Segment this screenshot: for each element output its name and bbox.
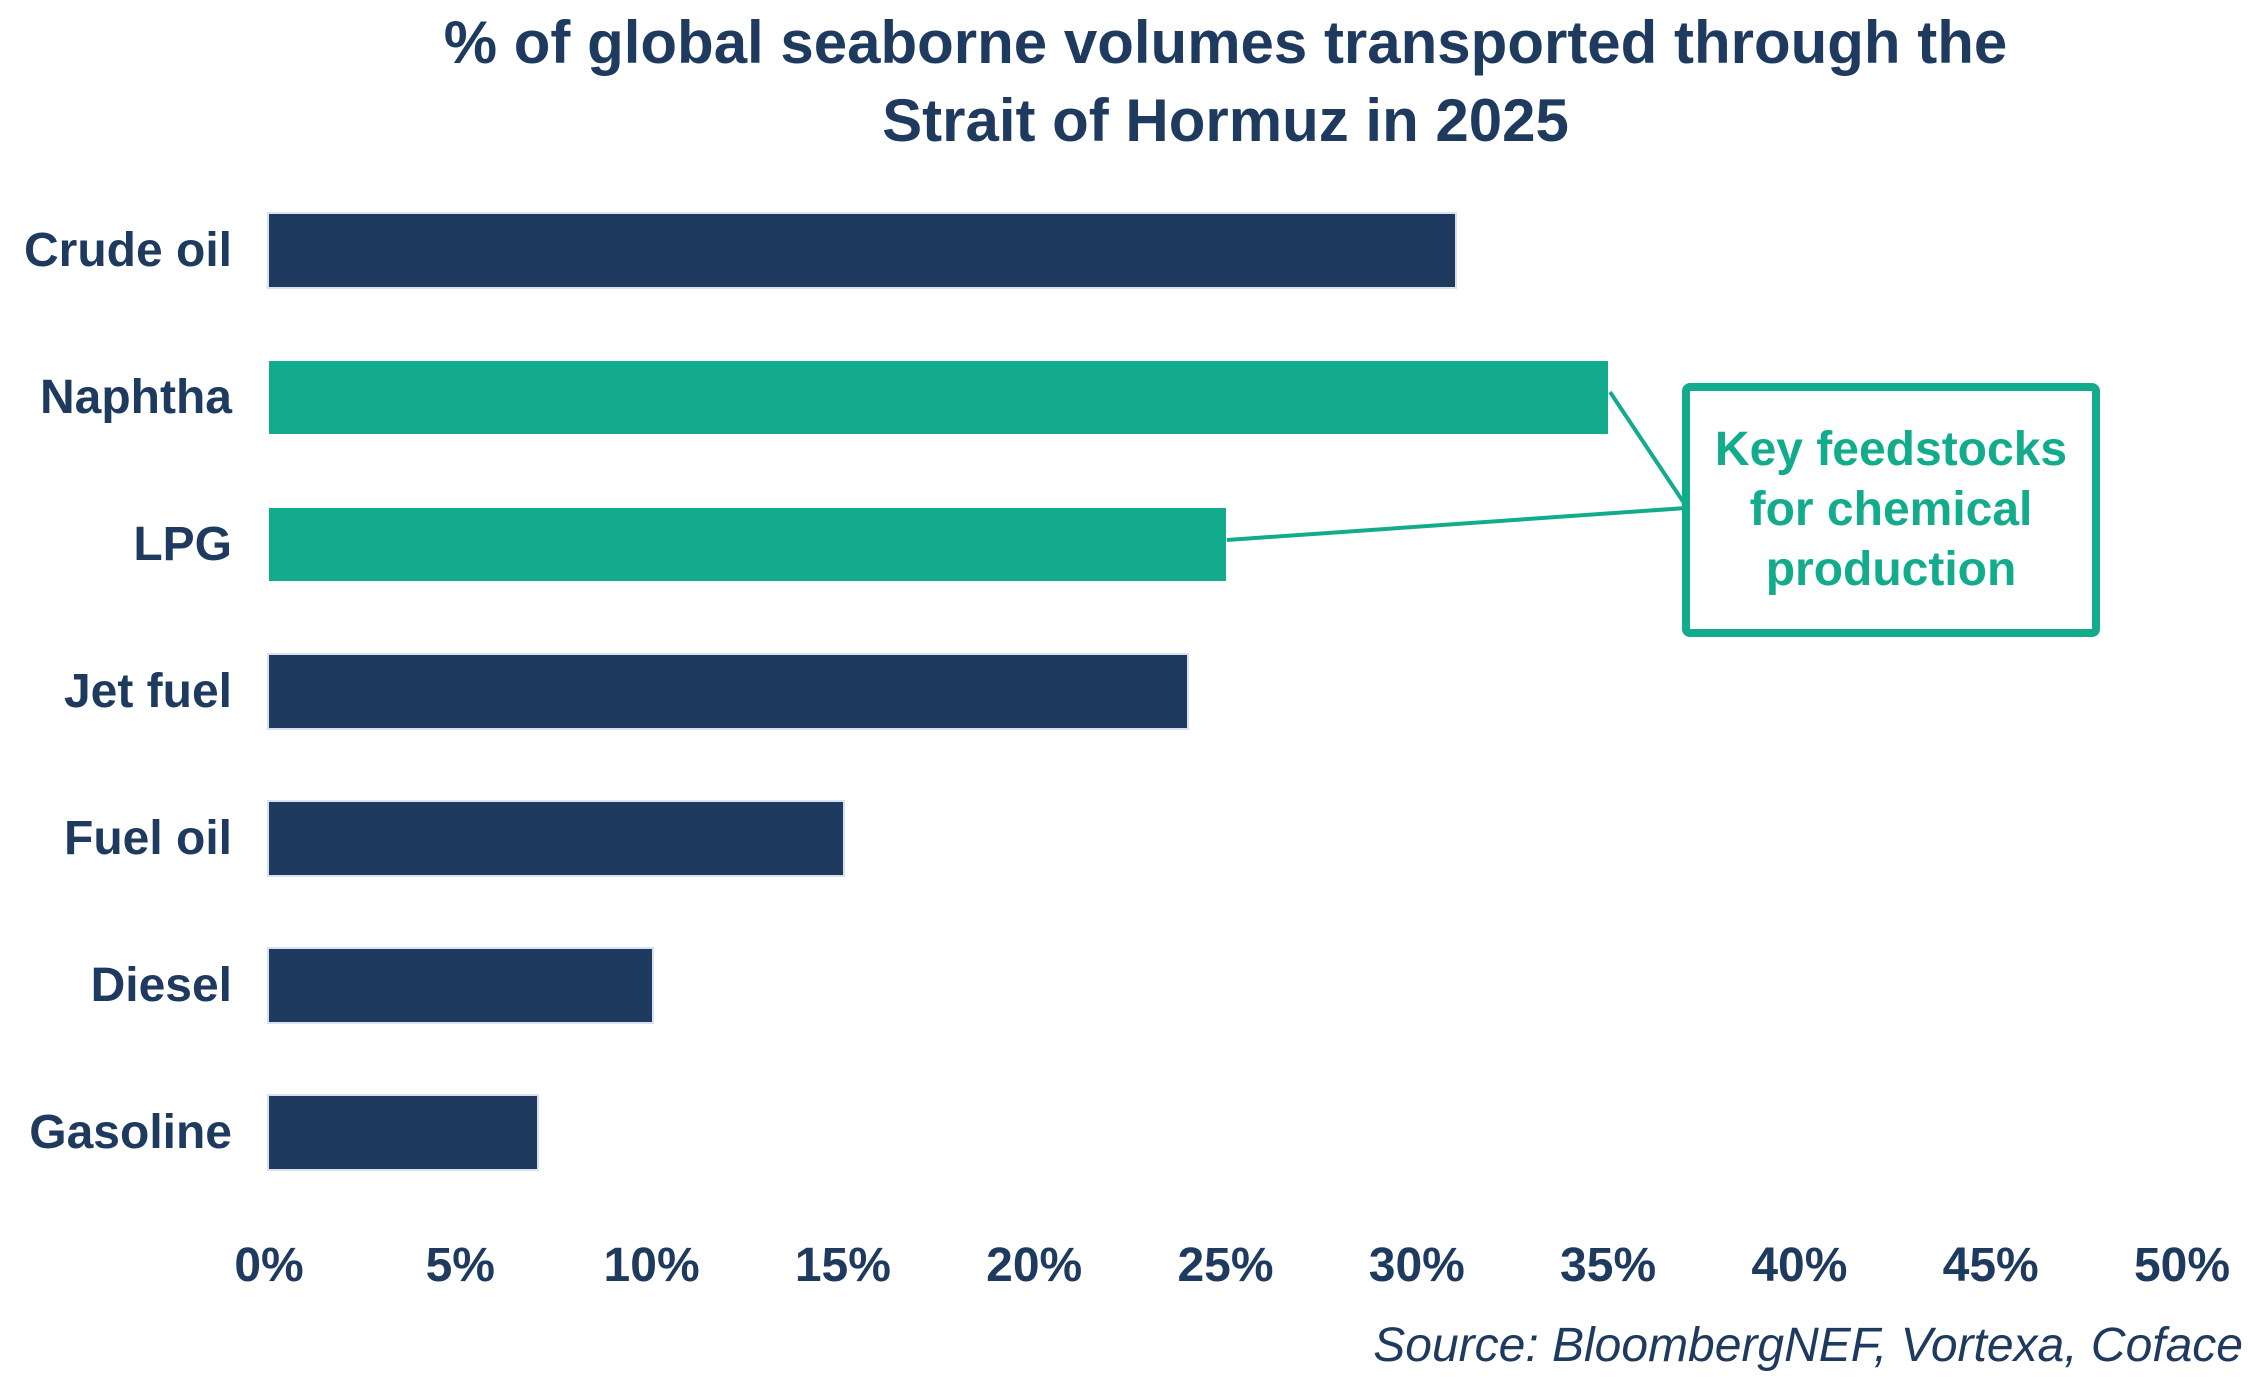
x-axis-tick-label: 40%: [1751, 1239, 1848, 1292]
bar-track: [269, 949, 2182, 1022]
x-axis-tick-label: 45%: [1942, 1239, 2039, 1292]
category-label: LPG: [133, 518, 232, 571]
bar-jet-fuel: [269, 655, 1188, 728]
bar-crude-oil: [269, 214, 1456, 287]
x-axis-tick-label: 5%: [425, 1239, 495, 1292]
annotation-text: Key feedstocks for chemical production: [1714, 423, 2068, 596]
chart-title-line1: % of global seaborne volumes transported…: [443, 9, 2008, 76]
bar-row: Diesel: [0, 949, 2265, 1022]
bar-track: [269, 655, 2182, 728]
bar-track: [269, 214, 2182, 287]
x-axis-tick-label: 15%: [794, 1239, 891, 1292]
bar-row: LPG: [0, 508, 2265, 581]
chart-title-line2: Strait of Hormuz in 2025: [882, 87, 1569, 154]
bar-lpg: [269, 508, 1226, 581]
bar-diesel: [269, 949, 652, 1022]
x-axis-tick-label: 10%: [603, 1239, 700, 1292]
bar-track: [269, 508, 2182, 581]
bar-fuel-oil: [269, 802, 843, 875]
x-axis-tick-label: 20%: [986, 1239, 1083, 1292]
bar-row: Crude oil: [0, 214, 2265, 287]
bar-track: [269, 361, 2182, 434]
bar-track: [269, 802, 2182, 875]
category-label: Jet fuel: [63, 665, 232, 718]
x-axis: 0% 5% 10% 15% 20% 25% 30% 35% 40% 45% 50%: [0, 1236, 2265, 1296]
bar-gasoline: [269, 1096, 537, 1169]
annotation-box: Key feedstocks for chemical production: [1682, 383, 2100, 637]
x-axis-tick-label: 25%: [1177, 1239, 1274, 1292]
category-label: Crude oil: [23, 224, 232, 277]
category-label: Gasoline: [29, 1106, 232, 1159]
bar-row: Naphtha: [0, 361, 2265, 434]
bar-naphtha: [269, 361, 1609, 434]
category-label: Naphtha: [40, 371, 232, 424]
chart-title: % of global seaborne volumes transported…: [269, 4, 2182, 160]
x-axis-tick-label: 35%: [1560, 1239, 1657, 1292]
x-axis-tick-label: 0%: [234, 1239, 304, 1292]
x-axis-tick-label: 30%: [1368, 1239, 1465, 1292]
bar-row: Gasoline: [0, 1096, 2265, 1169]
bar-row: Fuel oil: [0, 802, 2265, 875]
bar-track: [269, 1096, 2182, 1169]
bar-row: Jet fuel: [0, 655, 2265, 728]
x-axis-tick-label: 50%: [2133, 1239, 2231, 1292]
category-label: Fuel oil: [64, 812, 232, 865]
category-label: Diesel: [90, 959, 232, 1012]
source-note: Source: BloombergNEF, Vortexa, Coface: [1373, 1319, 2243, 1372]
